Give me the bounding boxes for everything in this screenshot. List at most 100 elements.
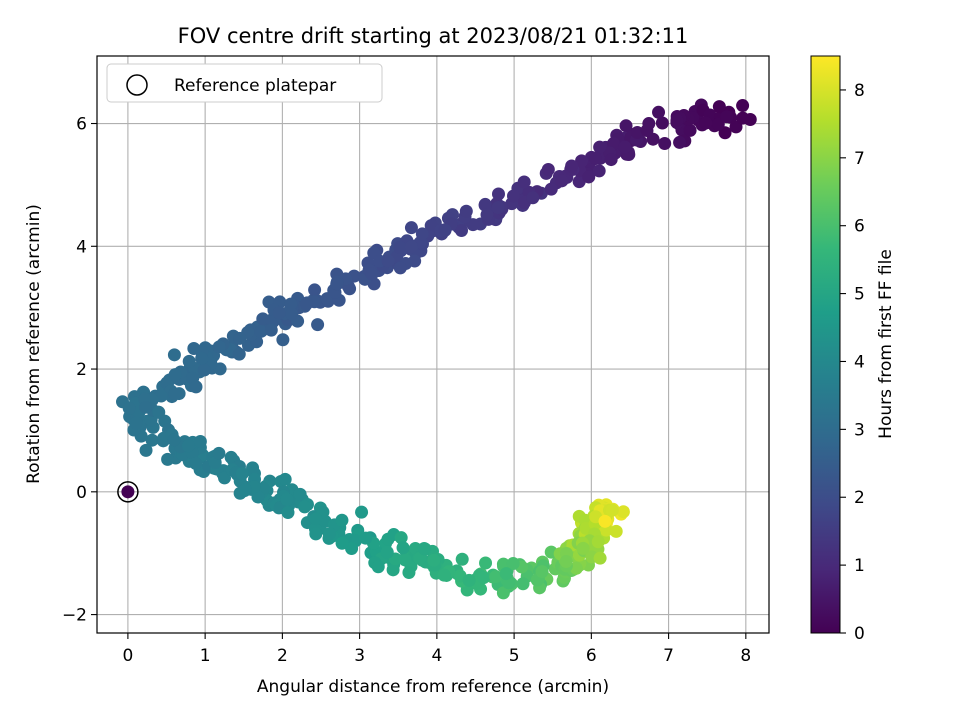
scatter-point bbox=[630, 126, 644, 140]
scatter-point bbox=[197, 363, 211, 377]
scatter-point bbox=[489, 570, 503, 584]
scatter-point bbox=[593, 551, 607, 565]
scatter-point bbox=[311, 318, 325, 332]
scatter-point bbox=[280, 493, 294, 507]
y-tick-label: 4 bbox=[76, 237, 87, 257]
scatter-point bbox=[619, 119, 633, 133]
scatter-point bbox=[396, 541, 410, 555]
colorbar-gradient bbox=[810, 55, 841, 634]
scatter-point bbox=[477, 571, 491, 585]
scatter-point bbox=[609, 524, 623, 538]
scatter-point bbox=[462, 573, 476, 587]
scatter-point bbox=[592, 164, 606, 178]
x-tick-label: 5 bbox=[509, 646, 520, 666]
scatter-point bbox=[235, 467, 249, 481]
scatter-point bbox=[658, 137, 672, 151]
reference-point-fill bbox=[121, 485, 135, 499]
y-tick-label: −2 bbox=[62, 606, 87, 626]
scatter-point bbox=[145, 433, 159, 447]
legend-box bbox=[106, 63, 383, 103]
scatter-point bbox=[415, 227, 429, 241]
scatter-point bbox=[455, 552, 469, 566]
scatter-point bbox=[593, 140, 607, 154]
scatter-point bbox=[576, 541, 590, 555]
scatter-point bbox=[335, 536, 349, 550]
scatter-point bbox=[168, 368, 182, 382]
scatter-point bbox=[309, 512, 323, 526]
scatter-point bbox=[167, 433, 181, 447]
scatter-point bbox=[569, 561, 583, 575]
x-tick-label: 1 bbox=[200, 646, 211, 666]
scatter-point bbox=[591, 535, 605, 549]
x-tick-label: 4 bbox=[431, 646, 442, 666]
scatter-point bbox=[393, 240, 407, 254]
colorbar-tick-label: 7 bbox=[854, 149, 865, 169]
x-tick-label: 8 bbox=[740, 646, 751, 666]
scatter-point bbox=[299, 297, 313, 311]
scatter-point bbox=[711, 117, 725, 131]
scatter-point bbox=[427, 553, 441, 567]
scatter-point bbox=[506, 557, 520, 571]
scatter-point bbox=[293, 487, 307, 501]
colorbar-tick-label: 1 bbox=[854, 556, 865, 576]
legend-entry-reference: Reference platepar bbox=[174, 76, 336, 96]
colorbar-ticks: 0 1 2 3 4 5 6 7 8 bbox=[840, 81, 865, 644]
scatter-point bbox=[683, 123, 697, 137]
scatter-point bbox=[122, 401, 136, 415]
reference-point-ring bbox=[117, 481, 139, 503]
scatter-point bbox=[238, 483, 252, 497]
scatter-point bbox=[736, 99, 750, 113]
colorbar-tick-label: 5 bbox=[854, 285, 865, 305]
x-tick-label: 6 bbox=[586, 646, 597, 666]
scatter-point bbox=[272, 306, 286, 320]
scatter-point bbox=[386, 563, 400, 577]
scatter-point bbox=[278, 472, 292, 486]
scatter-point bbox=[582, 170, 596, 184]
scatter-point bbox=[506, 189, 520, 203]
scatter-point bbox=[438, 223, 452, 237]
scatter-point bbox=[189, 380, 203, 394]
scatter-point bbox=[335, 513, 349, 527]
scatter-point bbox=[167, 348, 181, 362]
scatter-point bbox=[233, 331, 247, 345]
scatter-point bbox=[459, 204, 473, 218]
scatter-point bbox=[479, 556, 493, 570]
scatter-point bbox=[544, 182, 558, 196]
scatter-point bbox=[298, 500, 312, 514]
scatter-point bbox=[359, 531, 373, 545]
colorbar-tick-label: 2 bbox=[854, 488, 865, 508]
scatter-points bbox=[116, 98, 757, 600]
y-axis-label: Rotation from reference (arcmin) bbox=[24, 204, 44, 484]
scatter-point bbox=[559, 555, 573, 569]
scatter-point bbox=[309, 527, 323, 541]
scatter-point bbox=[345, 542, 359, 556]
scatter-point bbox=[161, 452, 175, 466]
colorbar-tick-label: 8 bbox=[854, 81, 865, 101]
scatter-point bbox=[575, 154, 589, 168]
scatter-point bbox=[424, 219, 438, 233]
reference-marker bbox=[117, 481, 139, 503]
scatter-point bbox=[642, 117, 656, 131]
x-tick-label: 3 bbox=[354, 646, 365, 666]
scatter-point bbox=[491, 187, 505, 201]
scatter-point bbox=[491, 201, 505, 215]
colorbar-tick-label: 0 bbox=[854, 624, 865, 644]
x-axis-label: Angular distance from reference (arcmin) bbox=[257, 677, 609, 697]
scatter-point bbox=[598, 514, 612, 528]
scatter-point bbox=[517, 175, 531, 189]
scatter-point bbox=[284, 297, 298, 311]
scatter-point bbox=[720, 110, 734, 124]
scatter-point bbox=[496, 586, 510, 600]
scatter-point bbox=[699, 116, 713, 130]
scatter-point bbox=[605, 503, 619, 517]
scatter-point bbox=[355, 505, 369, 519]
scatter-point bbox=[276, 333, 290, 347]
scatter-point bbox=[381, 254, 395, 268]
scatter-point bbox=[394, 531, 408, 545]
scatter-point bbox=[195, 351, 209, 365]
scatter-point bbox=[254, 324, 268, 338]
plot-frame bbox=[96, 55, 770, 634]
scatter-point bbox=[729, 120, 743, 134]
scatter-point bbox=[652, 105, 666, 119]
